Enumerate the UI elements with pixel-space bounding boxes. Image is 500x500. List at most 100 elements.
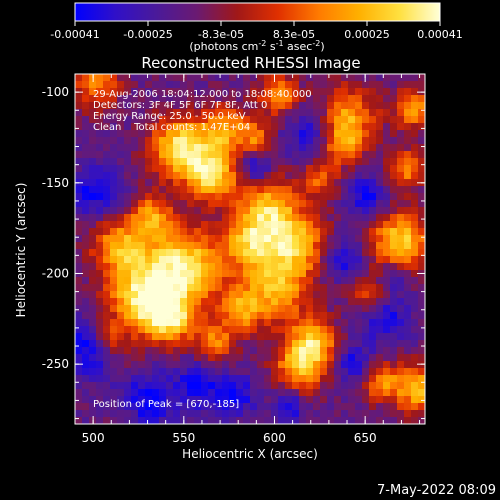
image-pixel	[145, 396, 153, 404]
image-pixel	[222, 144, 230, 152]
image-pixel	[257, 186, 265, 194]
image-pixel	[138, 123, 146, 131]
image-pixel	[96, 417, 104, 425]
image-pixel	[103, 389, 111, 397]
image-pixel	[362, 305, 370, 313]
image-pixel	[103, 319, 111, 327]
image-pixel	[201, 403, 209, 411]
image-pixel	[320, 319, 328, 327]
image-pixel	[243, 312, 251, 320]
image-pixel	[201, 109, 209, 117]
image-pixel	[187, 396, 195, 404]
image-pixel	[285, 95, 293, 103]
image-pixel	[404, 242, 412, 250]
image-pixel	[320, 109, 328, 117]
image-pixel	[152, 158, 160, 166]
image-pixel	[145, 403, 153, 411]
image-pixel	[201, 368, 209, 376]
image-pixel	[320, 200, 328, 208]
image-pixel	[166, 361, 174, 369]
image-pixel	[222, 179, 230, 187]
image-pixel	[334, 235, 342, 243]
image-pixel	[313, 228, 321, 236]
image-pixel	[124, 298, 132, 306]
image-pixel	[215, 193, 223, 201]
image-pixel	[264, 102, 272, 110]
image-pixel	[418, 403, 426, 411]
image-pixel	[285, 88, 293, 96]
image-pixel	[173, 179, 181, 187]
image-pixel	[124, 81, 132, 89]
image-pixel	[208, 158, 216, 166]
image-pixel	[404, 130, 412, 138]
image-pixel	[376, 291, 384, 299]
image-pixel	[306, 81, 314, 89]
image-pixel	[166, 81, 174, 89]
image-pixel	[117, 221, 125, 229]
image-pixel	[271, 305, 279, 313]
image-pixel	[103, 221, 111, 229]
image-pixel	[194, 179, 202, 187]
image-pixel	[257, 340, 265, 348]
image-pixel	[145, 312, 153, 320]
image-pixel	[166, 116, 174, 124]
image-pixel	[82, 291, 90, 299]
image-pixel	[75, 102, 83, 110]
image-pixel	[397, 144, 405, 152]
image-pixel	[75, 137, 83, 145]
image-pixel	[187, 333, 195, 341]
image-pixel	[215, 130, 223, 138]
image-pixel	[215, 368, 223, 376]
image-pixel	[383, 333, 391, 341]
image-pixel	[292, 312, 300, 320]
image-pixel	[131, 137, 139, 145]
image-pixel	[383, 354, 391, 362]
image-pixel	[89, 403, 97, 411]
image-pixel	[75, 312, 83, 320]
image-pixel	[355, 396, 363, 404]
image-pixel	[194, 158, 202, 166]
rhessi-image	[75, 74, 426, 425]
image-pixel	[411, 361, 419, 369]
image-pixel	[194, 403, 202, 411]
image-pixel	[236, 81, 244, 89]
image-pixel	[355, 144, 363, 152]
image-pixel	[173, 389, 181, 397]
image-pixel	[411, 144, 419, 152]
image-pixel	[404, 228, 412, 236]
image-pixel	[411, 186, 419, 194]
image-pixel	[229, 270, 237, 278]
image-pixel	[201, 214, 209, 222]
image-pixel	[285, 417, 293, 425]
image-pixel	[306, 410, 314, 418]
image-pixel	[362, 298, 370, 306]
image-pixel	[299, 291, 307, 299]
image-pixel	[82, 340, 90, 348]
image-pixel	[138, 137, 146, 145]
image-pixel	[383, 242, 391, 250]
image-pixel	[229, 228, 237, 236]
image-pixel	[320, 368, 328, 376]
image-pixel	[334, 221, 342, 229]
image-pixel	[201, 375, 209, 383]
image-pixel	[82, 312, 90, 320]
image-pixel	[369, 200, 377, 208]
image-pixel	[131, 81, 139, 89]
image-pixel	[103, 228, 111, 236]
image-pixel	[229, 130, 237, 138]
image-pixel	[180, 151, 188, 159]
image-pixel	[222, 277, 230, 285]
image-pixel	[320, 298, 328, 306]
image-pixel	[250, 354, 258, 362]
image-pixel	[180, 179, 188, 187]
image-pixel	[411, 277, 419, 285]
image-pixel	[173, 165, 181, 173]
image-pixel	[145, 382, 153, 390]
image-pixel	[103, 403, 111, 411]
image-pixel	[390, 361, 398, 369]
image-pixel	[383, 256, 391, 264]
image-pixel	[313, 109, 321, 117]
image-pixel	[285, 179, 293, 187]
image-pixel	[355, 200, 363, 208]
image-pixel	[313, 116, 321, 124]
